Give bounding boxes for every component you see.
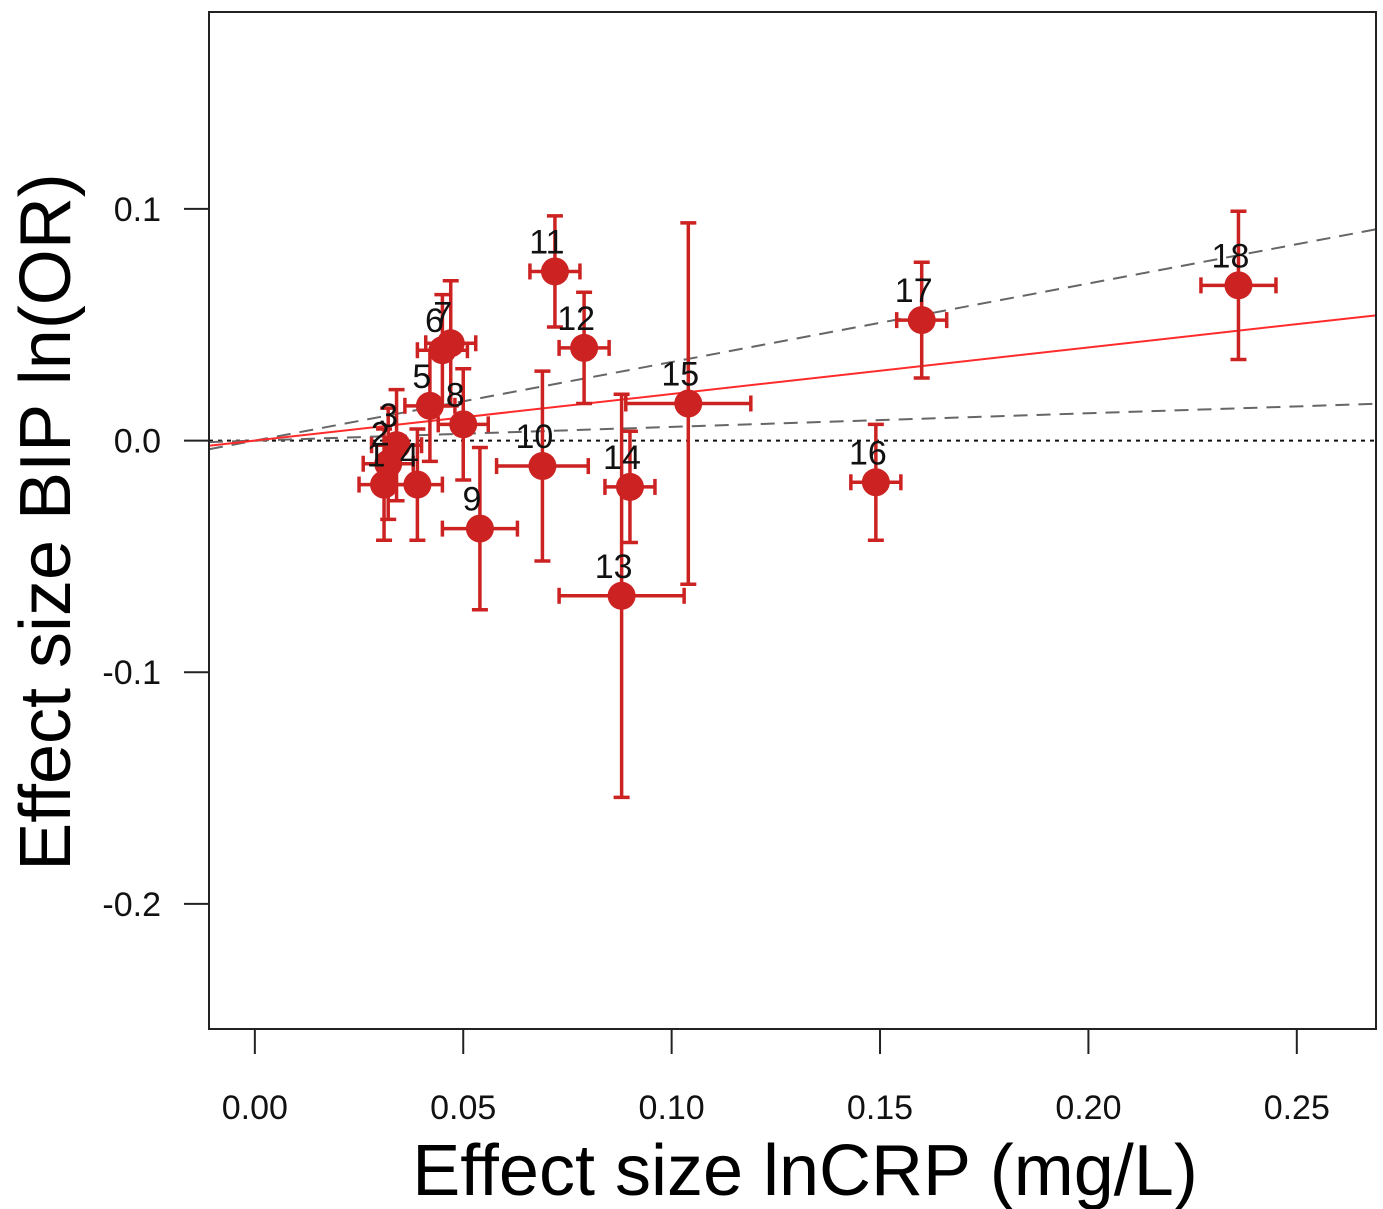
point-marker [674,389,703,418]
y-tick-label-0.1: 0.1 [114,191,161,229]
data-point-10 [494,369,591,563]
y-tick-label-0.0: 0.0 [114,423,161,461]
y-tick-label--0.1: -0.1 [102,654,161,692]
x-tick-label-0.00: 0.00 [222,1089,288,1127]
data-point-4 [390,427,445,542]
point-label-16: 16 [849,434,887,472]
x-tick-label-0.20: 0.20 [1055,1089,1121,1127]
point-marker [415,391,444,420]
point-label-5: 5 [412,358,431,396]
point-label-2: 2 [371,416,390,454]
x-tick-label-0.10: 0.10 [639,1089,705,1127]
data-point-12 [557,290,611,406]
point-label-10: 10 [516,418,554,456]
point-marker [861,468,890,497]
data-point-8 [436,367,490,482]
y-tick-label--0.2: -0.2 [102,886,161,924]
data-point-17 [894,260,949,380]
data-point-18 [1199,209,1278,362]
point-marker [465,514,494,543]
data-point-3 [369,387,424,503]
point-label-17: 17 [895,272,933,310]
data-point-15 [624,221,753,586]
point-label-12: 12 [557,300,595,338]
point-marker [449,410,478,439]
point-marker [528,452,557,481]
point-label-13: 13 [595,548,633,586]
data-point-11 [528,214,582,329]
point-label-7: 7 [433,295,452,333]
point-label-14: 14 [603,439,641,477]
axes-layer: 0.00 0.05 0.10 0.15 0.20 0.25 0.1 0.0 -0.1 -0.2 [102,191,1329,1127]
data-points-layer [357,209,1278,800]
point-marker [1224,271,1253,300]
point-marker [907,306,936,335]
point-marker [382,431,411,460]
x-tick-label-0.05: 0.05 [430,1089,496,1127]
point-marker [570,333,599,362]
point-marker [607,581,636,610]
point-label-15: 15 [661,356,699,394]
data-point-13 [557,392,686,800]
point-label-4: 4 [400,437,419,475]
data-point-9 [440,445,520,612]
fit-line [209,314,1376,447]
data-point-16 [849,422,903,542]
data-point-7 [423,278,478,408]
point-marker [436,329,465,358]
x-tick-label-0.15: 0.15 [847,1089,913,1127]
point-label-8: 8 [446,376,465,414]
x-tick-label-0.25: 0.25 [1264,1089,1330,1127]
point-label-18: 18 [1212,237,1250,275]
point-label-9: 9 [462,481,481,519]
plot-frame [208,11,1377,1030]
data-point-14 [603,429,657,545]
point-marker [615,472,644,501]
y-axis-title: Effect size BIP ln(OR) [6,173,86,871]
point-label-6: 6 [425,302,444,340]
point-marker [403,470,432,499]
point-label-1: 1 [367,437,386,475]
point-label-11: 11 [529,223,564,261]
point-marker [540,257,569,286]
point-label-3: 3 [379,397,398,435]
x-axis-title: Effect size lnCRP (mg/L) [412,1131,1198,1209]
